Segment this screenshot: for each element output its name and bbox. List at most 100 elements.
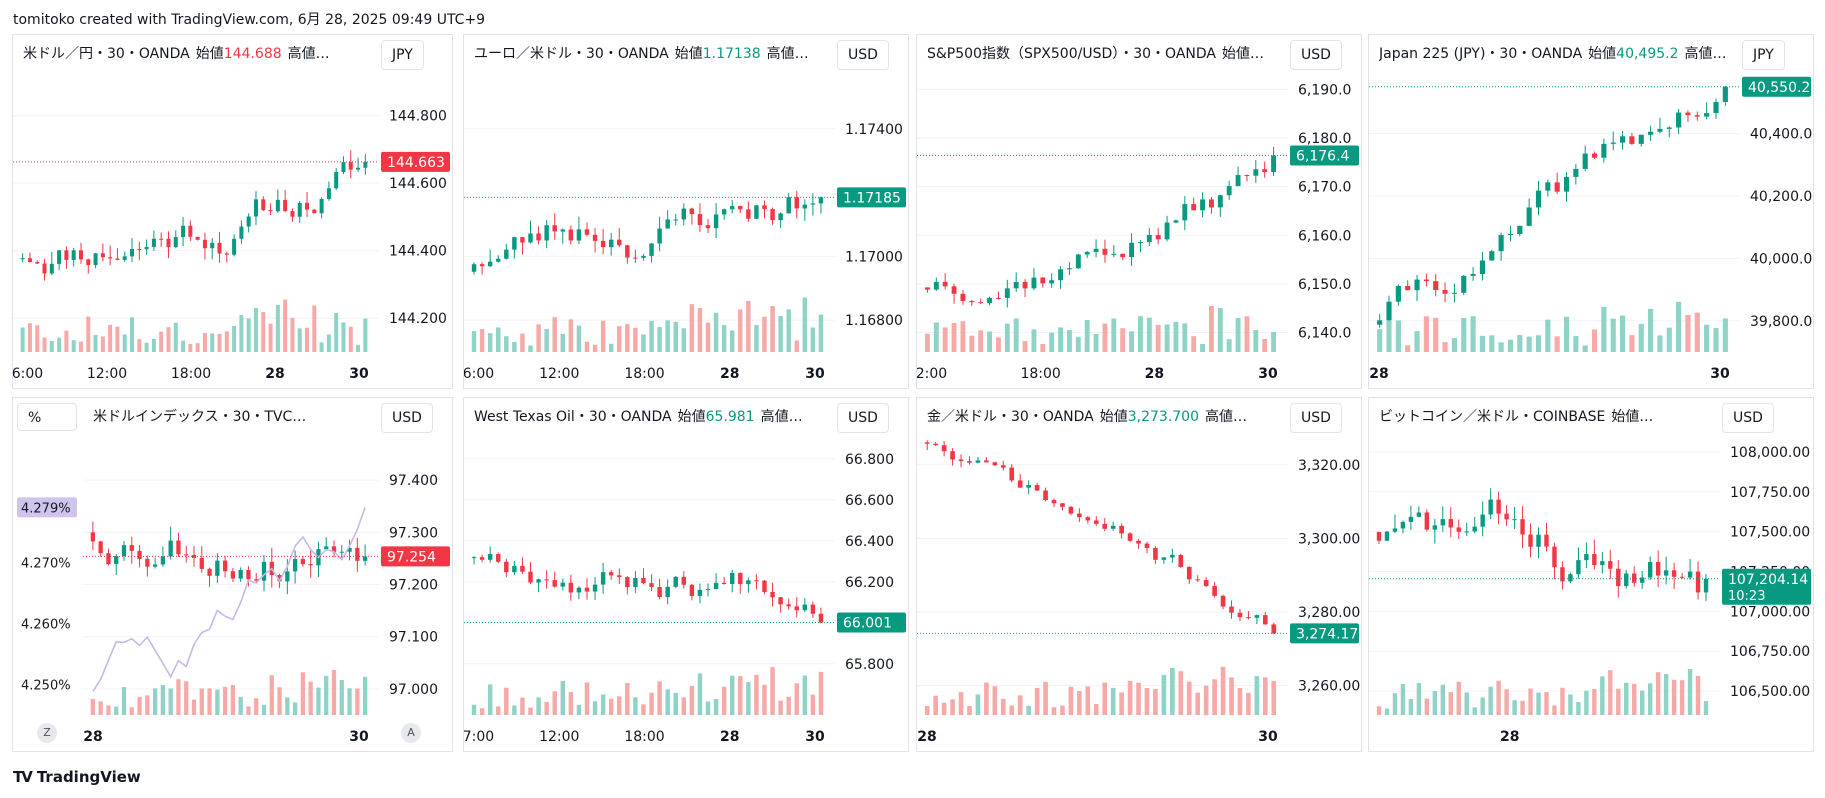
candle-body (1448, 519, 1453, 528)
candle-body (86, 259, 91, 266)
chart-panel-5[interactable]: 65.80066.00066.20066.40066.60066.80066.0… (463, 397, 909, 752)
chart-svg-2[interactable]: 6,140.0 6,150.0 6,160.0 6,170.0 6,180.0 6,190… (917, 35, 1362, 389)
chart-svg-5[interactable]: 65.80066.00066.20066.40066.60066.80066.0… (464, 398, 909, 752)
last-price-countdown: 10:23 (1728, 589, 1765, 604)
chart-svg-0[interactable]: 144.200 144.400 144.600 144.800 144.663 06:00… (13, 35, 453, 389)
volume-bar (1640, 690, 1645, 715)
volume-bar (1703, 701, 1709, 715)
candle-body (1679, 576, 1685, 578)
candle-body (49, 263, 54, 274)
currency-unit-button[interactable]: JPY (1742, 40, 1785, 70)
volume-bar (319, 342, 324, 352)
volume-bar (1676, 301, 1682, 352)
candle-body (1000, 465, 1006, 468)
last-price-badge (1290, 623, 1359, 644)
volume-bar (1161, 674, 1167, 715)
volume-bar (584, 341, 590, 352)
candle-body (98, 541, 103, 554)
volume-bar (471, 704, 477, 715)
volume-bar (1695, 675, 1701, 715)
auto-scale-button[interactable]: A (401, 723, 421, 743)
currency-unit-button[interactable]: USD (381, 403, 433, 433)
candle-body (552, 225, 557, 232)
candle-body (933, 281, 939, 290)
currency-unit-button[interactable]: USD (1290, 40, 1342, 70)
zoom-scale-button[interactable]: Z (37, 723, 57, 743)
candle-body (1610, 142, 1616, 144)
candle-body (305, 202, 310, 210)
candle-body (261, 561, 267, 581)
candle-body (810, 203, 816, 205)
currency-unit-button[interactable]: USD (1290, 403, 1342, 433)
currency-unit-button[interactable]: USD (837, 40, 889, 70)
candle-body (93, 253, 98, 266)
candle-body (1592, 554, 1597, 566)
candle-body (778, 213, 783, 221)
volume-bar (951, 322, 957, 352)
volume-bar (608, 343, 614, 352)
chart-svg-6[interactable]: 3,260.000 3,280.000 3,300.000 3,320.000 3,27… (917, 398, 1362, 752)
chart-title[interactable]: 金／米ドル・30・OANDA 始値3,273.700 高値… (927, 406, 1247, 426)
candle-body (1220, 595, 1226, 607)
candle-body (617, 575, 622, 578)
currency-unit-button[interactable]: USD (837, 403, 889, 433)
x-tick-label: 30 (349, 366, 369, 382)
chart-title[interactable]: West Texas Oil・30・OANDA 始値65.981 高値… (474, 406, 803, 426)
chart-svg-3[interactable]: 39,800.0 40,000.0 40,200.0 40,400.0 40,550.2… (1369, 35, 1814, 389)
volume-bar (1377, 329, 1383, 352)
chart-title[interactable]: ビットコイン／米ドル・COINBASE 始値… (1379, 406, 1653, 426)
volume-bar (552, 691, 557, 715)
candle-body (697, 589, 703, 597)
volume-bar (762, 684, 767, 715)
chart-title[interactable]: 米ドルインデックス・30・TVC… (93, 406, 306, 426)
candle-body (230, 571, 236, 579)
volume-bar (1424, 698, 1430, 715)
candle-body (215, 560, 220, 576)
candle-body (471, 557, 477, 559)
volume-bar (1408, 698, 1414, 715)
candle-body (697, 214, 703, 226)
volume-bar (950, 699, 955, 715)
volume-bar (106, 705, 111, 715)
chart-panel-3[interactable]: 39,800.0 40,000.0 40,200.0 40,400.0 40,550.2… (1368, 34, 1814, 389)
currency-unit-button[interactable]: JPY (381, 40, 424, 70)
chart-panel-2[interactable]: 6,140.0 6,150.0 6,160.0 6,170.0 6,180.0 6,190… (916, 34, 1362, 389)
volume-bar (1451, 338, 1457, 352)
chart-title[interactable]: Japan 225 (JPY)・30・OANDA 始値40,495.2 高値… (1379, 43, 1727, 63)
volume-bar (802, 675, 808, 715)
currency-unit-button[interactable]: USD (1722, 403, 1774, 433)
candle-body (1191, 204, 1197, 211)
volume-bar (544, 329, 549, 352)
y-tick-label: 1.17400 (845, 122, 903, 138)
y-tick-label: 66.600 (845, 493, 894, 509)
candle-body (1244, 174, 1250, 176)
volume-bar (673, 321, 678, 352)
chart-title[interactable]: 米ドル／円・30・OANDA 始値144.688 高値… (23, 43, 330, 63)
chart-svg-4[interactable]: 97.000 97.100 97.200 97.300 97.400 4.250% 4.26… (13, 398, 453, 752)
volume-bar (1479, 335, 1486, 352)
chart-panel-7[interactable]: 106,500.00106,750.00107,000.00107,250.00… (1368, 397, 1814, 752)
volume-bar (960, 321, 966, 352)
chart-panel-1[interactable]: 1.16800 1.17000 1.17400 1.17185 06:00 12:00 18… (463, 34, 909, 389)
candle-body (950, 451, 955, 460)
candle-body (137, 249, 142, 251)
chart-title[interactable]: S&P500指数（SPX500/USD）・30・OANDA 始値… (927, 43, 1264, 63)
candle-body (71, 250, 76, 260)
chart-svg-7[interactable]: 106,500.00106,750.00107,000.00107,250.00… (1369, 398, 1814, 752)
chart-title[interactable]: ユーロ／米ドル・30・OANDA 始値1.17138 高値… (474, 43, 809, 63)
candle-body (1253, 169, 1259, 176)
chart-svg-1[interactable]: 1.16800 1.17000 1.17400 1.17185 06:00 12:00 18… (464, 35, 909, 389)
candle-body (1504, 513, 1509, 520)
candle-body (924, 442, 930, 444)
candle-body (210, 242, 215, 249)
left-scale-unit-button[interactable]: % (17, 403, 77, 431)
candle-body (355, 547, 360, 561)
volume-bar (152, 688, 158, 715)
volume-bar (1608, 670, 1613, 715)
chart-panel-0[interactable]: 144.200 144.400 144.600 144.800 144.663 06:00… (12, 34, 453, 389)
last-price-value: 107,204.14 (1728, 572, 1808, 588)
chart-panel-6[interactable]: 3,260.000 3,280.000 3,300.000 3,320.000 3,27… (916, 397, 1362, 752)
chart-panel-4[interactable]: 97.000 97.100 97.200 97.300 97.400 4.250% 4.26… (12, 397, 453, 752)
candle-body (319, 198, 324, 214)
volume-bar (1253, 329, 1259, 352)
